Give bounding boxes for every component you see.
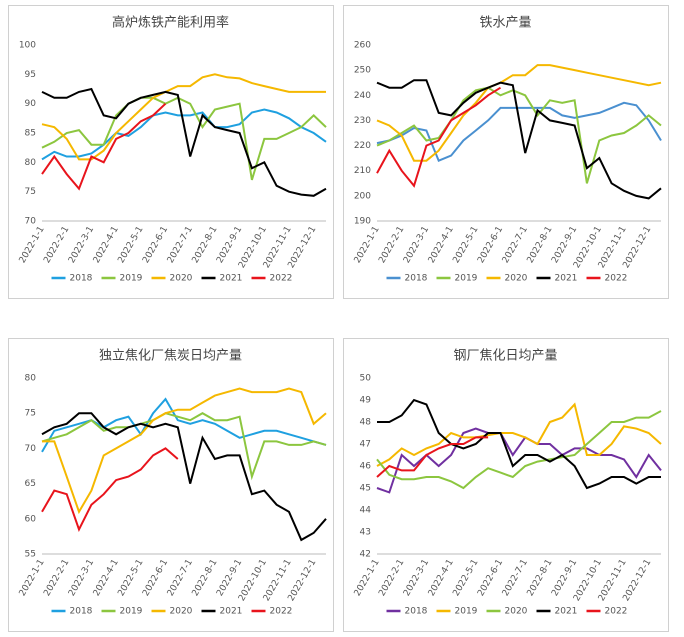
series-line — [41, 447, 179, 532]
y-tick-label: 45 — [360, 484, 371, 494]
y-tick-label: 75 — [25, 409, 36, 419]
legend-label: 2021 — [220, 607, 243, 617]
series-line — [41, 87, 327, 197]
legend-label: 2020 — [505, 607, 528, 617]
legend-label: 2019 — [120, 607, 143, 617]
y-tick-label: 46 — [360, 462, 372, 472]
panel-border — [343, 5, 669, 299]
legend-label: 2022 — [605, 274, 628, 284]
y-tick-label: 48 — [360, 418, 372, 428]
legend-label: 2018 — [405, 607, 428, 617]
y-tick-label: 60 — [25, 514, 37, 524]
y-tick-label: 47 — [360, 440, 371, 450]
y-tick-label: 80 — [25, 374, 37, 384]
legend-label: 2022 — [605, 607, 628, 617]
series-line — [42, 387, 327, 515]
series-line — [41, 102, 167, 191]
legend-label: 2018 — [70, 607, 93, 617]
legend-label: 2020 — [505, 274, 528, 284]
legend-label: 2021 — [220, 274, 243, 284]
series-line — [41, 412, 327, 481]
legend-label: 2021 — [555, 274, 578, 284]
y-tick-label: 260 — [354, 41, 371, 51]
legend-label: 2021 — [555, 607, 578, 617]
series-line — [377, 398, 661, 490]
y-tick-label: 70 — [25, 217, 37, 227]
y-tick-label: 95 — [25, 70, 36, 80]
y-tick-label: 75 — [25, 187, 36, 197]
panel-border — [8, 338, 334, 632]
y-tick-label: 240 — [354, 91, 371, 101]
legend-label: 2022 — [270, 607, 293, 617]
y-tick-label: 250 — [354, 66, 371, 76]
chart-title: 高炉炼铁产能利用率 — [112, 15, 229, 31]
y-tick-label: 90 — [25, 99, 37, 109]
series-line — [376, 436, 489, 478]
y-tick-label: 55 — [25, 550, 36, 560]
y-tick-label: 200 — [354, 191, 371, 201]
panel-border — [343, 338, 669, 632]
y-tick-label: 49 — [360, 396, 372, 406]
y-tick-label: 42 — [360, 550, 371, 560]
y-tick-label: 100 — [19, 41, 36, 51]
y-tick-label: 220 — [354, 141, 371, 151]
legend-label: 2019 — [455, 607, 478, 617]
series-line — [41, 96, 327, 181]
chart-title: 独立焦化厂焦炭日均产量 — [99, 349, 242, 364]
series-line — [41, 108, 327, 161]
y-tick-label: 80 — [25, 158, 37, 168]
series-line — [376, 86, 502, 188]
series-line — [376, 79, 662, 200]
y-tick-label: 43 — [360, 528, 371, 538]
series-line — [376, 101, 662, 163]
chart-panel: 钢厂焦化日均产量4243444546474849502022-1-12022-2… — [343, 338, 669, 632]
chart-panel: 铁水产量1902002102202302402502602022-1-12022… — [343, 5, 669, 299]
legend-label: 2019 — [120, 274, 143, 284]
legend-label: 2018 — [405, 274, 428, 284]
legend-label: 2020 — [170, 274, 193, 284]
legend-label: 2018 — [70, 274, 93, 284]
chart-title: 钢厂焦化日均产量 — [453, 349, 557, 364]
y-tick-label: 44 — [360, 506, 372, 516]
y-tick-label: 230 — [354, 116, 371, 126]
y-tick-label: 190 — [354, 217, 371, 227]
chart-title: 铁水产量 — [479, 16, 531, 31]
series-line — [376, 402, 662, 467]
series-line — [376, 86, 662, 184]
y-tick-label: 210 — [354, 166, 371, 176]
chart-panel: 高炉炼铁产能利用率7075808590951002022-1-12022-2-1… — [8, 5, 334, 299]
y-tick-label: 65 — [25, 479, 36, 489]
legend-label: 2022 — [270, 274, 293, 284]
y-tick-label: 85 — [25, 129, 36, 139]
chart-panel: 独立焦化厂焦炭日均产量5560657075802022-1-12022-2-12… — [8, 338, 334, 632]
series-line — [376, 410, 662, 490]
series-line — [376, 64, 662, 162]
series-line — [41, 412, 327, 542]
legend-label: 2019 — [455, 274, 478, 284]
y-tick-label: 50 — [360, 374, 372, 384]
y-tick-label: 70 — [25, 444, 37, 454]
legend-label: 2020 — [170, 607, 193, 617]
panel-border — [8, 5, 334, 299]
